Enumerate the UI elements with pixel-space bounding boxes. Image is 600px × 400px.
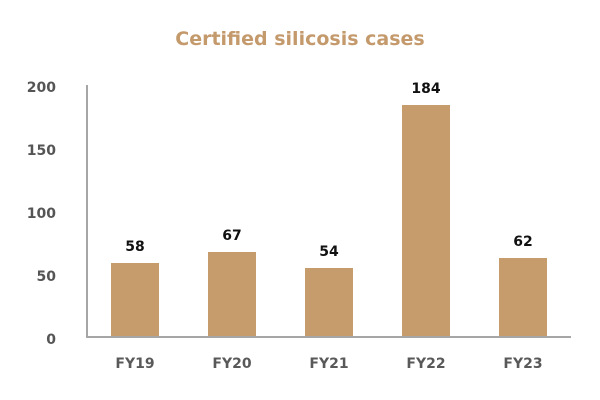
data-label: 54	[319, 244, 339, 260]
x-tick-label: FY22	[406, 356, 446, 372]
y-axis-line	[86, 85, 88, 337]
bar-fy21	[305, 268, 353, 336]
x-axis-line	[86, 336, 571, 338]
x-tick-label: FY21	[309, 356, 349, 372]
y-tick-label: 100	[26, 206, 56, 222]
data-label: 62	[513, 234, 533, 250]
x-tick-label: FY19	[115, 356, 155, 372]
y-tick-label: 150	[26, 143, 56, 159]
bar-fy19	[111, 263, 159, 336]
bar-fy23	[499, 258, 547, 336]
y-tick-label: 50	[36, 269, 56, 285]
y-tick-label: 200	[26, 80, 56, 96]
data-label: 184	[411, 81, 441, 97]
data-label: 58	[125, 239, 145, 255]
x-tick-label: FY23	[503, 356, 543, 372]
data-label: 67	[222, 228, 242, 244]
y-tick-label: 0	[46, 332, 56, 348]
bar-fy20	[208, 252, 256, 336]
chart-title: Certified silicosis cases	[175, 28, 425, 50]
x-tick-label: FY20	[212, 356, 252, 372]
bar-fy22	[402, 105, 450, 336]
